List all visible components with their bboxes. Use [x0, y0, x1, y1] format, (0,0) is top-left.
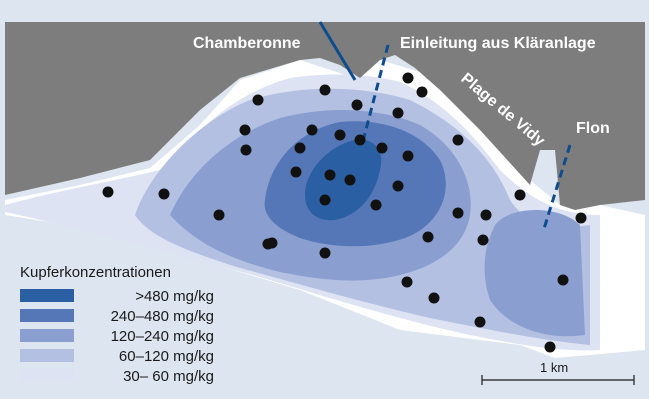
sample-point — [370, 199, 382, 211]
sample-point — [334, 129, 346, 141]
sample-point — [324, 169, 336, 181]
sample-point — [290, 166, 302, 178]
discharge-pipe — [360, 44, 390, 146]
sample-point — [351, 99, 363, 111]
sample-point — [319, 84, 331, 96]
legend-swatch — [20, 309, 74, 322]
sample-point — [376, 142, 388, 154]
sample-point — [102, 186, 114, 198]
sample-point — [452, 134, 464, 146]
sample-point — [319, 194, 331, 206]
sample-point — [416, 86, 428, 98]
legend-label: 240–480 mg/kg — [111, 308, 214, 325]
sample-point — [252, 94, 264, 106]
sample-point — [344, 174, 356, 186]
sample-point — [575, 212, 587, 224]
legend: Kupferkonzentrationen >480 mg/kg 240–480 … — [20, 264, 214, 385]
sample-point — [480, 209, 492, 221]
sample-point — [477, 234, 489, 246]
sample-point — [422, 231, 434, 243]
sample-point — [319, 247, 331, 259]
sample-point — [240, 144, 252, 156]
sample-point — [392, 180, 404, 192]
sample-point — [294, 142, 306, 154]
legend-label: 30– 60 mg/kg — [123, 368, 214, 385]
flon-river — [541, 144, 572, 233]
legend-label: 60–120 mg/kg — [119, 348, 214, 365]
scale-bar: 1 km — [481, 360, 635, 385]
sample-point — [428, 292, 440, 304]
legend-label: >480 mg/kg — [135, 288, 214, 305]
sample-point — [401, 276, 413, 288]
sample-point — [402, 150, 414, 162]
legend-swatch — [20, 369, 74, 382]
sample-point — [392, 107, 404, 119]
sample-points — [102, 72, 587, 353]
chamberonne-river — [318, 21, 357, 81]
legend-swatch — [20, 329, 74, 342]
label-flon: Flon — [576, 120, 610, 137]
label-einleitung: Einleitung aus Kläranlage — [400, 35, 596, 52]
sample-point — [474, 316, 486, 328]
sample-point — [544, 341, 556, 353]
sample-point — [354, 134, 366, 146]
land-shore — [5, 22, 645, 210]
legend-swatch — [20, 349, 74, 362]
legend-title: Kupferkonzentrationen — [20, 264, 171, 281]
sample-point — [514, 189, 526, 201]
sample-point — [213, 209, 225, 221]
sample-point — [306, 124, 318, 136]
sample-point — [262, 238, 274, 250]
sample-point — [402, 72, 414, 84]
label-chamberonne: Chamberonne — [193, 35, 301, 52]
legend-label: 120–240 mg/kg — [111, 328, 214, 345]
sample-point — [452, 207, 464, 219]
legend-swatch — [20, 289, 74, 302]
sample-point — [557, 274, 569, 286]
sample-point — [158, 188, 170, 200]
sample-point — [239, 124, 251, 136]
scale-bar-label: 1 km — [540, 360, 568, 375]
